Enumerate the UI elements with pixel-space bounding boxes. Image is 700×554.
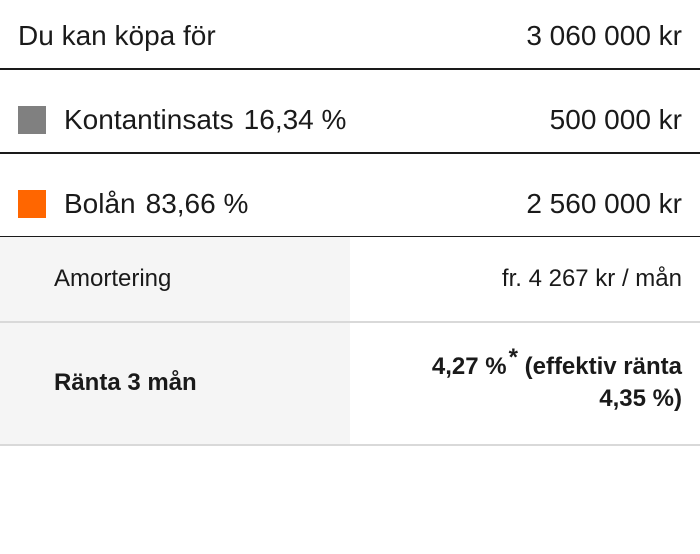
amortization-label: Amortering: [0, 237, 350, 321]
mortgage-percent: 83,66 %: [146, 188, 249, 220]
row-amortization: Amortering fr. 4 267 kr / mån: [0, 237, 700, 323]
interest-label: Ränta 3 mån: [0, 323, 350, 444]
effective-rate-value: 4,35 %): [599, 385, 682, 412]
down-payment-label: Kontantinsats: [64, 104, 234, 136]
mortgage-label: Bolån: [64, 188, 136, 220]
swatch-orange-icon: [18, 190, 46, 218]
down-payment-label-group: Kontantinsats 16,34 %: [18, 104, 346, 136]
interest-rate: 4,27 %: [432, 353, 507, 380]
down-payment-percent: 16,34 %: [244, 104, 347, 136]
purchase-label: Du kan köpa för: [18, 20, 216, 52]
row-down-payment: Kontantinsats 16,34 % 500 000 kr: [0, 70, 700, 154]
down-payment-value: 500 000 kr: [550, 104, 682, 136]
row-purchase: Du kan köpa för 3 060 000 kr: [0, 0, 700, 70]
mortgage-label-group: Bolån 83,66 %: [18, 188, 248, 220]
purchase-value: 3 060 000 kr: [526, 20, 682, 52]
amortization-value: fr. 4 267 kr / mån: [350, 237, 700, 321]
swatch-gray-icon: [18, 106, 46, 134]
row-mortgage: Bolån 83,66 % 2 560 000 kr: [0, 154, 700, 237]
row-interest: Ränta 3 mån 4,27 %* (effektiv ränta 4,35…: [0, 323, 700, 446]
loan-summary: Du kan köpa för 3 060 000 kr Kontantinsa…: [0, 0, 700, 446]
mortgage-value: 2 560 000 kr: [526, 188, 682, 220]
asterisk-icon: *: [509, 344, 518, 371]
effective-rate-prefix: (effektiv ränta: [525, 353, 682, 380]
interest-value: 4,27 %* (effektiv ränta 4,35 %): [350, 323, 700, 444]
